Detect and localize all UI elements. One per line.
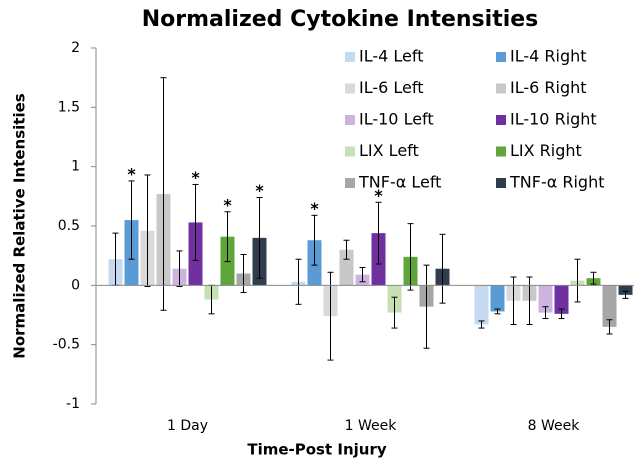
legend-label: IL-10 Right [510, 110, 597, 129]
significance-marker: * [191, 168, 200, 187]
legend-swatch [345, 178, 355, 188]
y-tick-label: -1 [66, 396, 80, 412]
legend-label: LIX Left [359, 141, 419, 160]
bar [538, 285, 553, 313]
significance-marker: * [374, 186, 383, 205]
legend-swatch [496, 83, 506, 94]
x-tick-label: 8 Week [528, 418, 581, 434]
x-tick-label: 1 Week [345, 418, 398, 434]
x-tick-label: 1 Day [167, 418, 208, 434]
significance-marker: * [310, 199, 319, 218]
x-axis-title: Time-Post Injury [247, 441, 386, 459]
y-axis-title: Normalized Relative Intensities [11, 93, 29, 358]
bar [474, 285, 489, 325]
legend-swatch [345, 83, 355, 94]
legend-swatch [345, 146, 355, 157]
y-tick-label: -0.5 [53, 337, 80, 353]
legend-label: TNF-α Left [358, 173, 441, 192]
y-tick-label: 1 [71, 159, 80, 175]
legend-label: IL-4 Left [359, 47, 424, 66]
chart-title: Normalized Cytokine Intensities [142, 7, 539, 32]
y-tick-label: 0 [71, 277, 80, 293]
legend-swatch [345, 52, 355, 62]
significance-marker: * [127, 164, 136, 183]
bar [602, 285, 617, 327]
legend-label: IL-6 Right [510, 78, 587, 97]
bar [490, 285, 505, 312]
y-tick-label: 0.5 [58, 218, 80, 234]
y-tick-label: 2 [71, 40, 80, 56]
legend-label: TNF-α Right [509, 173, 604, 192]
legend-swatch [345, 115, 355, 125]
bar [554, 285, 569, 314]
bar [618, 285, 633, 295]
legend-swatch [496, 52, 506, 62]
legend-label: IL-10 Left [359, 110, 434, 129]
significance-marker: * [255, 181, 264, 200]
legend-swatch [496, 178, 506, 188]
legend-label: IL-6 Left [359, 78, 424, 97]
legend-swatch [496, 115, 506, 125]
legend-swatch [496, 146, 506, 157]
legend-label: IL-4 Right [510, 47, 587, 66]
significance-marker: * [223, 195, 232, 214]
legend-label: LIX Right [510, 141, 582, 160]
y-tick-label: 1.5 [58, 99, 80, 115]
bar [339, 249, 354, 286]
